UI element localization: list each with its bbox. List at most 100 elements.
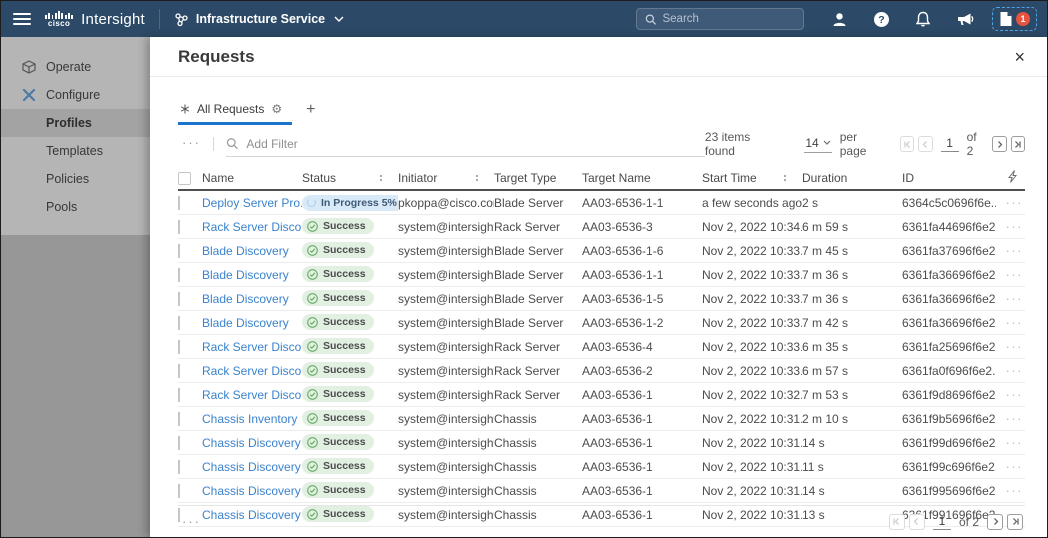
row-actions-menu[interactable]: ··· <box>1005 387 1023 402</box>
row-actions-menu[interactable]: ··· <box>1005 267 1023 282</box>
row-actions-menu[interactable]: ··· <box>1005 339 1023 354</box>
row-checkbox[interactable] <box>178 507 180 522</box>
request-name-link[interactable]: Chassis Inventory <box>202 411 298 426</box>
sidebar-item-templates[interactable]: Templates <box>1 137 150 165</box>
row-checkbox[interactable] <box>178 339 180 354</box>
table-options-menu[interactable]: ··· <box>182 134 201 150</box>
service-switcher[interactable]: Infrastructure Service <box>174 12 344 27</box>
column-header-id[interactable]: ID <box>902 171 914 185</box>
select-all-checkbox[interactable] <box>178 171 191 185</box>
hamburger-menu-icon[interactable] <box>13 13 31 25</box>
footer-options-menu[interactable]: ··· <box>182 514 201 529</box>
row-checkbox[interactable] <box>178 267 180 282</box>
help-icon[interactable]: ? <box>866 6 896 32</box>
row-actions-menu[interactable]: ··· <box>1005 315 1023 330</box>
tab-settings-gear-icon[interactable]: ⚙ <box>271 102 283 116</box>
add-filter-field[interactable] <box>225 131 705 157</box>
row-actions-menu[interactable]: ··· <box>1005 219 1023 234</box>
row-actions-menu[interactable]: ··· <box>1005 195 1023 210</box>
success-check-icon <box>307 268 318 280</box>
next-page-button[interactable] <box>987 513 1003 530</box>
per-page-label: per page <box>839 130 867 158</box>
row-actions-menu[interactable]: ··· <box>1005 459 1023 474</box>
row-checkbox[interactable] <box>178 459 180 474</box>
last-page-button[interactable] <box>1007 513 1023 530</box>
sidebar-item-operate[interactable]: Operate <box>1 53 150 81</box>
request-name-link[interactable]: Blade Discovery <box>202 291 289 306</box>
start-time-cell: Nov 2, 2022 10:32... <box>702 387 802 402</box>
global-search[interactable] <box>636 8 804 30</box>
row-checkbox[interactable] <box>178 243 180 258</box>
add-tab-button[interactable]: + <box>306 101 316 118</box>
id-cell: 6361fa0f696f6e2... <box>902 363 996 378</box>
last-page-button[interactable] <box>1010 136 1025 152</box>
row-checkbox[interactable] <box>178 483 180 498</box>
row-checkbox[interactable] <box>178 435 180 450</box>
request-name-link[interactable]: Chassis Discovery <box>202 507 301 522</box>
column-sort-icon[interactable] <box>476 175 478 181</box>
row-actions-menu[interactable]: ··· <box>1005 483 1023 498</box>
row-actions-menu[interactable]: ··· <box>1005 243 1023 258</box>
sidebar-item-pools[interactable]: Pools <box>1 193 150 221</box>
row-checkbox[interactable] <box>178 315 180 330</box>
row-actions-menu[interactable]: ··· <box>1005 435 1023 450</box>
row-checkbox[interactable] <box>178 291 180 306</box>
success-check-icon <box>307 388 318 400</box>
search-input[interactable] <box>662 13 795 25</box>
request-name-link[interactable]: Chassis Discovery <box>202 483 301 498</box>
row-actions-menu[interactable]: ··· <box>1005 363 1023 378</box>
tab-all-requests[interactable]: All Requests ⚙ <box>178 102 293 125</box>
request-name-link[interactable]: Chassis Discovery <box>202 459 301 474</box>
target-name-cell: AA03-6536-1 <box>582 483 653 498</box>
target-name-cell: AA03-6536-1-2 <box>582 315 664 330</box>
column-sort-icon[interactable] <box>380 175 382 181</box>
status-label: In Progress 5% <box>321 196 397 209</box>
request-name-link[interactable]: Rack Server Disco... <box>202 363 302 378</box>
current-page-input[interactable]: 1 <box>932 514 951 530</box>
row-checkbox[interactable] <box>178 219 180 234</box>
sidebar-item-profiles[interactable]: Profiles <box>1 109 150 137</box>
row-actions-menu[interactable]: ··· <box>1005 411 1023 426</box>
announcements-megaphone-icon[interactable] <box>950 6 980 32</box>
request-name-link[interactable]: Blade Discovery <box>202 315 289 330</box>
column-header-start-time[interactable]: Start Time <box>702 171 802 185</box>
close-icon[interactable]: × <box>1014 46 1025 67</box>
column-header-initiator[interactable]: Initiator <box>398 171 494 185</box>
per-page-select[interactable]: 14 <box>804 136 832 153</box>
column-header-status[interactable]: Status <box>302 171 398 185</box>
sidebar-item-configure[interactable]: Configure <box>1 81 150 109</box>
row-checkbox[interactable] <box>178 195 180 210</box>
current-page-input[interactable]: 1 <box>940 136 959 152</box>
row-checkbox[interactable] <box>178 387 180 402</box>
column-actions-bolt-icon[interactable] <box>1007 170 1018 186</box>
row-checkbox[interactable] <box>178 363 180 378</box>
request-name-link[interactable]: Blade Discovery <box>202 243 289 258</box>
column-header-name[interactable]: Name <box>202 171 235 185</box>
first-page-button[interactable] <box>888 513 905 530</box>
status-label: Success <box>323 292 366 305</box>
column-header-duration[interactable]: Duration <box>802 171 848 185</box>
add-filter-input[interactable] <box>246 136 705 151</box>
user-account-icon[interactable] <box>824 6 854 32</box>
first-page-button[interactable] <box>899 136 915 152</box>
row-checkbox[interactable] <box>178 411 180 426</box>
duration-cell: 13 s <box>802 507 825 522</box>
request-name-link[interactable]: Rack Server Disco... <box>202 219 302 234</box>
id-cell: 6361fa36696f6e2... <box>902 267 996 282</box>
prev-page-button[interactable] <box>918 136 933 152</box>
duration-cell: 7 m 53 s <box>802 387 849 402</box>
request-name-link[interactable]: Chassis Discovery <box>202 435 301 450</box>
request-name-link[interactable]: Rack Server Disco... <box>202 387 302 402</box>
next-page-button[interactable] <box>992 136 1007 152</box>
row-actions-menu[interactable]: ··· <box>1005 291 1023 306</box>
request-name-link[interactable]: Blade Discovery <box>202 267 289 282</box>
request-name-link[interactable]: Rack Server Disco... <box>202 339 302 354</box>
request-name-link[interactable]: Deploy Server Pro... <box>202 195 302 210</box>
column-sort-icon[interactable] <box>784 175 786 181</box>
requests-panel-toggle[interactable]: 1 <box>992 7 1037 31</box>
prev-page-button[interactable] <box>908 513 925 530</box>
column-header-target-type[interactable]: Target Type <box>494 171 557 185</box>
sidebar-item-policies[interactable]: Policies <box>1 165 150 193</box>
notifications-bell-icon[interactable] <box>908 6 938 32</box>
column-header-target-name[interactable]: Target Name <box>582 171 651 185</box>
